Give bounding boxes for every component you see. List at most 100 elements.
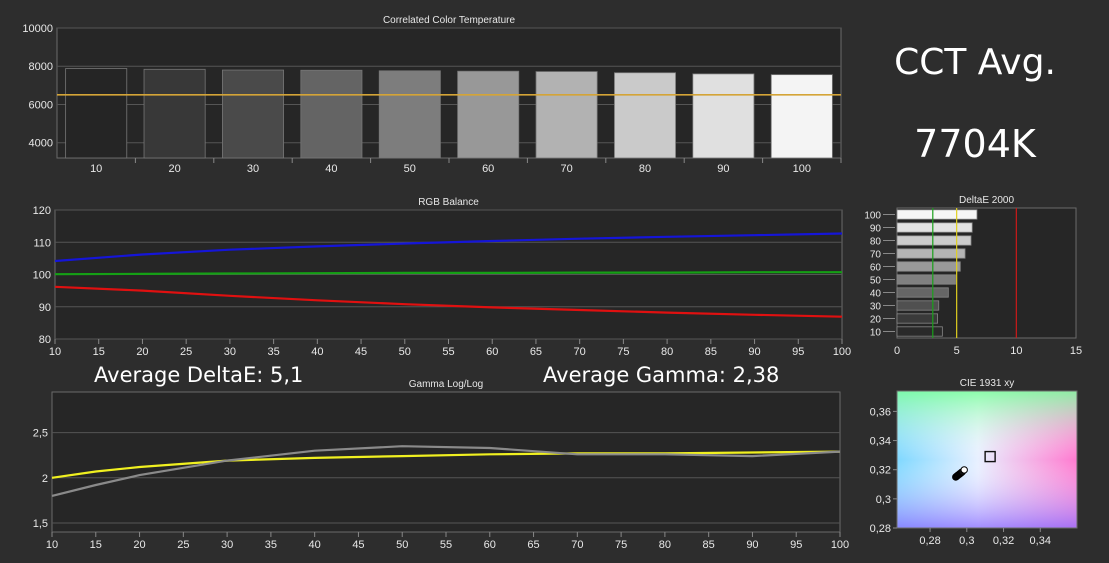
cie-chart: CIE 1931 xy 0,28 0,3 0,32 0,34 0,36 0,28 0,3 0,3… — [870, 378, 1078, 547]
cie-xtick-label: 0,34 — [1030, 535, 1051, 547]
rgb-chart-xtick-label: 20 — [136, 346, 148, 358]
rgb-chart-xtick-label: 30 — [224, 346, 236, 358]
gamma-chart-xtick-label: 15 — [90, 539, 102, 551]
cie-ytick-label: 0,28 — [870, 523, 891, 535]
cct-bar — [65, 68, 128, 159]
deltae-ytick-label: 20 — [870, 315, 882, 326]
cie-white-point — [960, 466, 968, 474]
gamma-chart-xtick-label: 100 — [831, 539, 849, 551]
gamma-chart-ytick-label: 2,5 — [33, 428, 48, 440]
deltae-bar — [896, 300, 940, 311]
cie-target-marker — [984, 450, 996, 463]
cct-chart: Correlated Color Temperature 4000 6000 8000… — [22, 15, 842, 175]
deltae-ytick-label: 100 — [864, 211, 881, 222]
gamma-chart-title: Gamma Log/Log — [409, 379, 484, 390]
deltae-xtick-label: 5 — [954, 345, 960, 357]
gamma-chart-xtick-label: 20 — [133, 539, 145, 551]
rgb-chart: RGB Balance 80 90 100 110 120 10 15 20 25 30 35 40 45… — [33, 197, 852, 358]
gamma-chart-xtick-label: 35 — [265, 539, 277, 551]
rgb-chart-xtick-label: 65 — [530, 346, 542, 358]
deltae-xtick-label: 15 — [1070, 345, 1082, 357]
rgb-chart-xtick-label: 40 — [311, 346, 323, 358]
cct-bar — [143, 68, 206, 159]
gamma-chart-xtick-label: 10 — [46, 539, 58, 551]
cct-xtick-label: 80 — [639, 163, 651, 175]
gamma-chart-xtick-label: 25 — [177, 539, 189, 551]
cct-ytick-label: 6000 — [29, 99, 53, 111]
cct-xtick-label: 60 — [482, 163, 494, 175]
gamma-chart-xtick-label: 30 — [221, 539, 233, 551]
rgb-chart-series-blue — [54, 232, 843, 263]
cct-xtick-label: 90 — [717, 163, 729, 175]
cie-ytick-label: 0,3 — [876, 494, 891, 506]
cct-xtick-label: 40 — [325, 163, 337, 175]
cie-chart-title: CIE 1931 xy — [960, 378, 1014, 389]
deltae-bar — [896, 274, 956, 285]
cct-bar — [457, 70, 520, 159]
deltae-ytick-label: 60 — [870, 263, 882, 274]
cie-xtick-label: 0,28 — [919, 535, 940, 547]
gamma-chart-series-gamma_reference — [51, 445, 841, 497]
deltae-ytick-label: 30 — [870, 302, 882, 313]
cct-xtick-label: 50 — [404, 163, 416, 175]
deltae-bar — [896, 248, 966, 259]
rgb-chart-xtick-label: 70 — [574, 346, 586, 358]
rgb-chart-xtick-label: 35 — [267, 346, 279, 358]
rgb-chart-ytick-label: 120 — [33, 205, 51, 217]
cie-gamut-shade — [897, 391, 1077, 528]
deltae-xtick-label: 0 — [894, 345, 900, 357]
deltae-bar — [896, 222, 973, 233]
deltae-bar — [896, 326, 943, 337]
cct-bar — [535, 71, 598, 159]
cct-xtick-label: 70 — [560, 163, 572, 175]
gamma-chart-xtick-label: 45 — [352, 539, 364, 551]
average-gamma-label: Average Gamma: 2,38 — [543, 363, 780, 387]
cie-ytick-label: 0,32 — [870, 465, 891, 477]
deltae-ytick-label: 80 — [870, 237, 882, 248]
rgb-chart-ytick-label: 100 — [33, 270, 51, 282]
deltae-bar — [896, 287, 949, 298]
rgb-chart-xtick-label: 75 — [617, 346, 629, 358]
deltae-ytick-label: 40 — [870, 289, 882, 300]
gamma-chart-series-gamma_measured — [51, 450, 841, 479]
deltae-bar — [896, 261, 961, 272]
deltae-ytick-label: 90 — [870, 224, 882, 235]
cie-xtick-label: 0,3 — [959, 535, 974, 547]
rgb-chart-xtick-label: 100 — [833, 346, 851, 358]
rgb-chart-xtick-label: 15 — [93, 346, 105, 358]
rgb-chart-xtick-label: 80 — [661, 346, 673, 358]
gamma-chart-xtick-label: 55 — [440, 539, 452, 551]
gamma-chart-plot-area — [51, 391, 841, 533]
rgb-chart-xtick-label: 55 — [442, 346, 454, 358]
cct-bar — [222, 69, 284, 159]
rgb-chart-title: RGB Balance — [418, 197, 479, 208]
cct-bar — [692, 73, 755, 159]
cct-bar — [614, 72, 676, 159]
deltae-bar — [896, 209, 978, 220]
rgb-chart-xtick-label: 90 — [748, 346, 760, 358]
gamma-chart-xtick-label: 50 — [396, 539, 408, 551]
gamma-chart-xtick-label: 60 — [484, 539, 496, 551]
rgb-chart-ytick-label: 80 — [39, 334, 51, 346]
cie-border — [896, 390, 1078, 529]
deltae-xtick-label: 10 — [1010, 345, 1022, 357]
gamma-chart-ytick-label: 2 — [42, 473, 48, 485]
cct-xtick-label: 30 — [247, 163, 259, 175]
gamma-chart-xtick-label: 75 — [615, 539, 627, 551]
cie-xtick-label: 0,32 — [993, 535, 1014, 547]
deltae-ytick-label: 70 — [870, 250, 882, 261]
cct-ytick-label: 10000 — [22, 23, 53, 35]
cct-avg-value: 7704K — [914, 122, 1036, 166]
average-deltae-label: Average DeltaE: 5,1 — [94, 363, 304, 387]
cct-ytick-label: 8000 — [29, 61, 53, 73]
rgb-chart-series-green — [54, 271, 842, 276]
gamma-chart-xtick-label: 90 — [746, 539, 758, 551]
rgb-chart-xtick-label: 25 — [180, 346, 192, 358]
cct-bar — [300, 69, 363, 159]
deltae-bar — [896, 313, 938, 324]
rgb-chart-xtick-label: 60 — [486, 346, 498, 358]
deltae-ytick-label: 10 — [870, 328, 882, 339]
cct-ytick-label: 4000 — [29, 138, 53, 150]
